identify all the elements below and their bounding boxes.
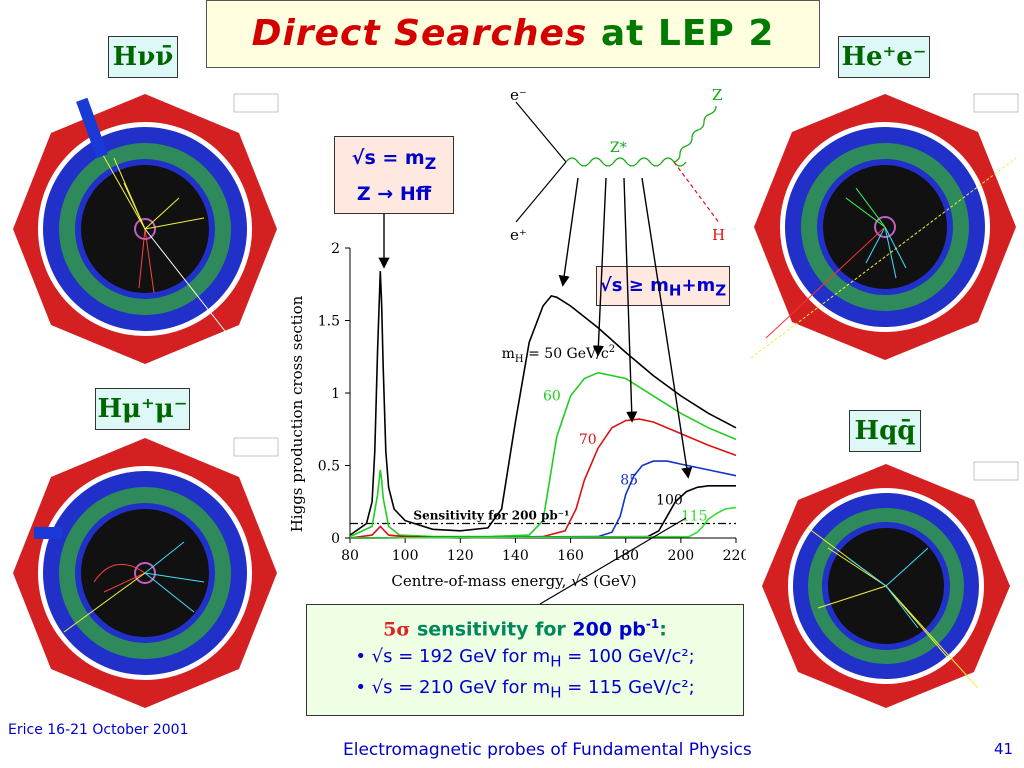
page-number: 41 [994,740,1014,758]
y-tick-label: 0.5 [318,459,340,475]
slide-title: Direct Searches at LEP 2 [206,0,820,68]
box-mz-sub: Z [424,153,437,173]
y-tick-label: 0 [331,531,340,547]
sens-b1: • √s = 192 GeV for m [355,646,551,668]
sens-end: : [659,618,667,641]
x-tick-label: 100 [392,548,419,564]
sensitivity-label: Sensitivity for 200 pb⁻¹ [413,509,569,523]
sensitivity-heading: 5σ sensitivity for 200 pb-1: [307,617,743,640]
footer-title: Electromagnetic probes of Fundamental Ph… [343,740,752,760]
feynman-diagram: e⁻ e⁺ Z* Z H [510,86,725,244]
x-tick-label: 220 [723,548,746,564]
sens-b2: • √s = 210 GeV for m [355,676,551,698]
series-line-60 [349,371,737,538]
x-tick-label: 160 [557,548,584,564]
box-mhmz-plus: +m [681,275,716,296]
x-tick-label: 140 [502,548,529,564]
y-tick-label: 1 [331,386,340,402]
x-tick-label: 180 [612,548,639,564]
sens-mid: sensitivity for [410,618,573,641]
event-display-hnn [4,88,286,370]
feyn-z: Z [712,86,722,104]
chart-xlabel: Centre-of-mass energy, √s (GeV) [391,572,636,590]
label-hee: He⁺e⁻ [838,36,930,78]
series-label-70: 70 [579,432,597,448]
feyn-eplus: e⁺ [510,226,527,244]
box-mhmz-sub-z: Z [715,281,727,300]
x-tick-label: 80 [341,548,359,564]
sensitivity-box: 5σ sensitivity for 200 pb-1: • √s = 192 … [306,604,744,716]
feyn-zstar: Z* [610,140,627,156]
series-label-m-H-50-GeV-c-: mH = 50 GeV/c2 [502,344,615,365]
x-tick-label: 200 [667,548,694,564]
label-hmm: Hμ⁺μ⁻ [95,388,190,430]
series-line-m-H-50-GeV-c- [349,271,737,536]
sens-prefix: 5σ [383,618,411,641]
event-display-hqq [748,458,1024,714]
box-threshold-mz: √s = mZ Z → Hff̄ [334,136,454,214]
event-display-hee [746,88,1024,366]
label-hqq: Hqq̄ [849,410,921,452]
sens-b2-end: = 115 GeV/c²; [561,676,695,698]
feyn-eminus: e⁻ [510,86,527,104]
sens-b2-sub: H [550,683,562,702]
chart-ylabel: Higgs production cross section [288,295,306,532]
title-part1: Direct Searches [251,13,588,54]
y-tick-label: 1.5 [318,314,340,330]
box-mz-line1: √s = m [351,147,425,169]
series-label-100: 100 [656,493,683,509]
cross-section-chart: 80 100 120 140 160 180 200 220 0 0.5 1 1.5 2 Sensitiv… [288,241,746,590]
series-label-85: 85 [620,472,638,488]
sensitivity-bullet-1: • √s = 192 GeV for mH = 100 GeV/c²; [307,646,743,671]
sens-b1-sub: H [550,652,562,671]
sensitivity-bullet-2: • √s = 210 GeV for mH = 115 GeV/c²; [307,677,743,702]
footer-conference: Erice 16-21 October 2001 [8,722,189,738]
zstar-propagator [565,157,687,167]
title-part2: at LEP 2 [600,13,775,54]
event-display-hmm [4,432,286,714]
series-label-115: 115 [681,509,708,525]
x-tick-label: 120 [447,548,474,564]
series-line-115 [349,506,737,539]
sens-val: 200 pb [572,618,646,641]
label-hnn: Hνν̄ [108,36,178,78]
feyn-h: H [712,226,725,244]
sens-sup: -1 [645,617,660,631]
y-tick-label: 2 [331,241,340,257]
series-label-60: 60 [543,388,561,404]
box-mz-line2: Z → Hff̄ [356,182,432,205]
z-line [673,105,717,163]
sens-b1-end: = 100 GeV/c²; [561,646,695,668]
